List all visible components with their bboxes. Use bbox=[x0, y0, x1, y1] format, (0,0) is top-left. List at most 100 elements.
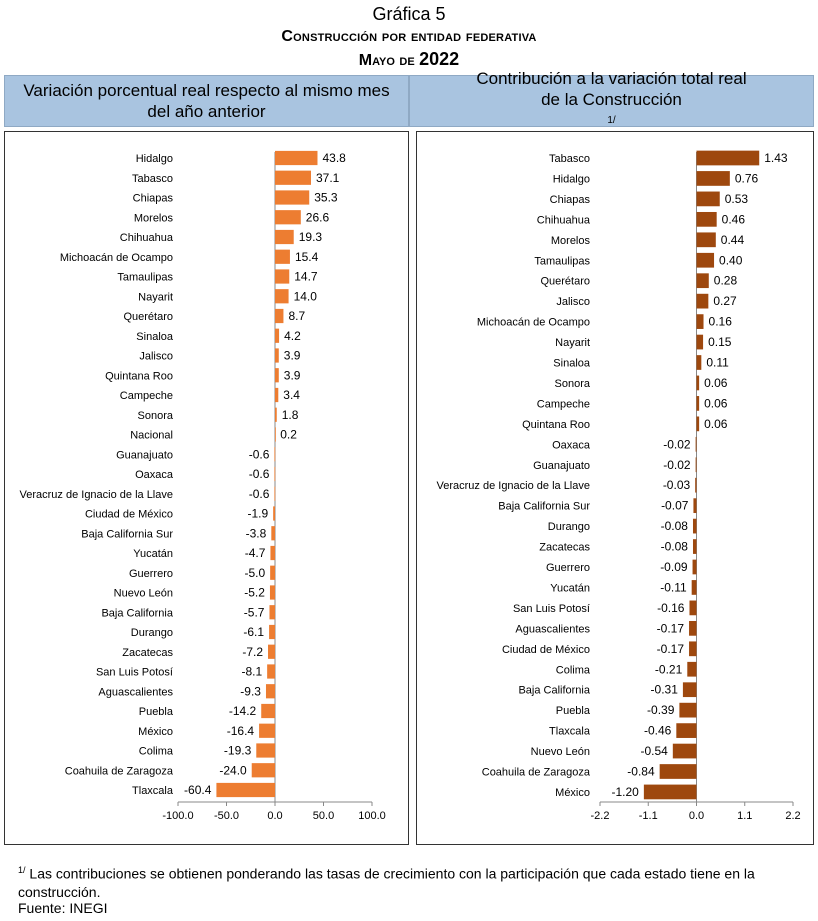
bar bbox=[275, 229, 294, 245]
data-label: -0.6 bbox=[249, 487, 270, 501]
data-label: 3.9 bbox=[284, 349, 301, 363]
bar bbox=[275, 308, 284, 324]
data-label: -1.9 bbox=[247, 507, 268, 521]
footnote-mark: 1/ bbox=[18, 865, 26, 875]
bar bbox=[696, 191, 720, 207]
data-label: -8.1 bbox=[241, 665, 262, 679]
bar bbox=[696, 171, 730, 186]
category-label: Ciudad de México bbox=[502, 644, 590, 656]
bar bbox=[696, 293, 709, 309]
right-chart-panel: -2.2 -1.1 0.0 1.1 2.2 Tabasco 1.43 Hidalgo 0.76 C… bbox=[416, 131, 814, 845]
category-label: Baja California bbox=[518, 685, 590, 697]
bar bbox=[275, 170, 311, 185]
data-label: -24.0 bbox=[219, 763, 247, 777]
bar bbox=[275, 427, 276, 442]
data-label: -5.2 bbox=[244, 586, 265, 600]
category-label: Michoacán de Ocampo bbox=[477, 317, 590, 329]
category-label: Campeche bbox=[120, 390, 173, 402]
data-label: -14.2 bbox=[229, 704, 257, 718]
data-label: 0.53 bbox=[725, 192, 749, 206]
category-label: Baja California Sur bbox=[81, 528, 173, 540]
data-label: -5.0 bbox=[244, 566, 265, 580]
category-label: Durango bbox=[548, 521, 590, 533]
data-label: 0.11 bbox=[706, 356, 729, 370]
data-label: 0.06 bbox=[704, 396, 728, 410]
bar bbox=[696, 355, 702, 370]
data-label: 0.27 bbox=[713, 294, 737, 308]
chart-title: Construcción por entidad federativa bbox=[0, 28, 818, 46]
bar bbox=[270, 545, 275, 561]
data-label: 0.06 bbox=[704, 376, 728, 390]
bar bbox=[691, 580, 697, 595]
category-label: Quintana Roo bbox=[105, 370, 173, 382]
left-bar-chart: -100.0 -50.0 0.0 50.0 100.0 Hidalgo 43.8 Tabasc… bbox=[20, 150, 386, 822]
data-label: 4.2 bbox=[284, 329, 301, 343]
category-label: Tlaxcala bbox=[132, 785, 174, 797]
bar bbox=[687, 661, 697, 677]
data-label: 0.40 bbox=[719, 253, 743, 267]
bar bbox=[696, 314, 704, 329]
bar bbox=[267, 664, 275, 679]
right-header-line2-text: de la Construcción bbox=[541, 89, 682, 109]
category-label: Tabasco bbox=[549, 153, 590, 165]
category-label: Chiapas bbox=[550, 194, 591, 206]
bar bbox=[275, 269, 290, 284]
data-label: -19.3 bbox=[224, 744, 252, 758]
category-label: Puebla bbox=[556, 705, 591, 717]
bar bbox=[251, 763, 275, 778]
x-tick-label: -1.1 bbox=[639, 810, 658, 822]
period-year: 2022 bbox=[419, 49, 460, 69]
source-note: Fuente: INEGI bbox=[18, 900, 108, 916]
bar bbox=[696, 416, 700, 432]
right-bar-chart: -2.2 -1.1 0.0 1.1 2.2 Tabasco 1.43 Hidalgo 0.76 C… bbox=[437, 150, 801, 822]
bar bbox=[271, 526, 275, 541]
bar bbox=[275, 249, 290, 264]
category-label: Yucatán bbox=[550, 582, 590, 594]
bar bbox=[270, 565, 275, 580]
period-month: Mayo de bbox=[358, 52, 415, 69]
category-label: Guanajuato bbox=[116, 449, 173, 461]
bar bbox=[275, 348, 279, 363]
bar bbox=[643, 784, 697, 800]
left-header-line2: del año anterior bbox=[147, 102, 266, 121]
data-label: -0.54 bbox=[640, 744, 668, 758]
bar bbox=[261, 703, 275, 719]
bar bbox=[659, 764, 697, 779]
data-label: 14.0 bbox=[294, 289, 318, 303]
right-panel-header: Contribución a la variación total real d… bbox=[409, 69, 814, 127]
bar bbox=[269, 624, 275, 640]
category-label: Campeche bbox=[537, 398, 590, 410]
left-chart-panel: -100.0 -50.0 0.0 50.0 100.0 Hidalgo 43.8 Tabasc… bbox=[4, 131, 409, 845]
data-label: -0.21 bbox=[655, 662, 683, 676]
category-label: Baja California Sur bbox=[498, 501, 590, 513]
chart-number: Gráfica 5 bbox=[372, 4, 446, 24]
x-tick-label: -50.0 bbox=[214, 810, 239, 822]
bar bbox=[689, 641, 697, 657]
data-label: -4.7 bbox=[245, 546, 266, 560]
bar bbox=[696, 211, 717, 227]
data-label: 15.4 bbox=[295, 250, 319, 264]
chart-period: Mayo de 2022 bbox=[0, 49, 818, 70]
category-label: Nuevo León bbox=[531, 746, 590, 758]
data-label: -0.17 bbox=[657, 621, 685, 635]
category-label: Colima bbox=[556, 664, 591, 676]
data-label: -5.7 bbox=[244, 605, 265, 619]
right-header-line2: de la Construcción 1/ bbox=[476, 89, 746, 135]
bar bbox=[274, 466, 276, 482]
category-label: Hidalgo bbox=[553, 173, 590, 185]
bar bbox=[274, 486, 276, 501]
data-label: 1.43 bbox=[764, 151, 788, 165]
data-label: -0.02 bbox=[663, 458, 691, 472]
data-label: -0.6 bbox=[249, 447, 270, 461]
chart-title-text: Construcción por entidad federativa bbox=[281, 28, 537, 45]
bar bbox=[696, 375, 700, 391]
category-label: Ciudad de México bbox=[85, 509, 173, 521]
category-label: Tamaulipas bbox=[534, 255, 590, 267]
data-label: -0.6 bbox=[249, 467, 270, 481]
data-label: -0.03 bbox=[663, 478, 691, 492]
category-label: Sonora bbox=[138, 410, 174, 422]
data-label: 26.6 bbox=[306, 210, 330, 224]
bar bbox=[695, 477, 697, 493]
category-label: Nuevo León bbox=[114, 588, 173, 600]
bar bbox=[692, 559, 697, 575]
